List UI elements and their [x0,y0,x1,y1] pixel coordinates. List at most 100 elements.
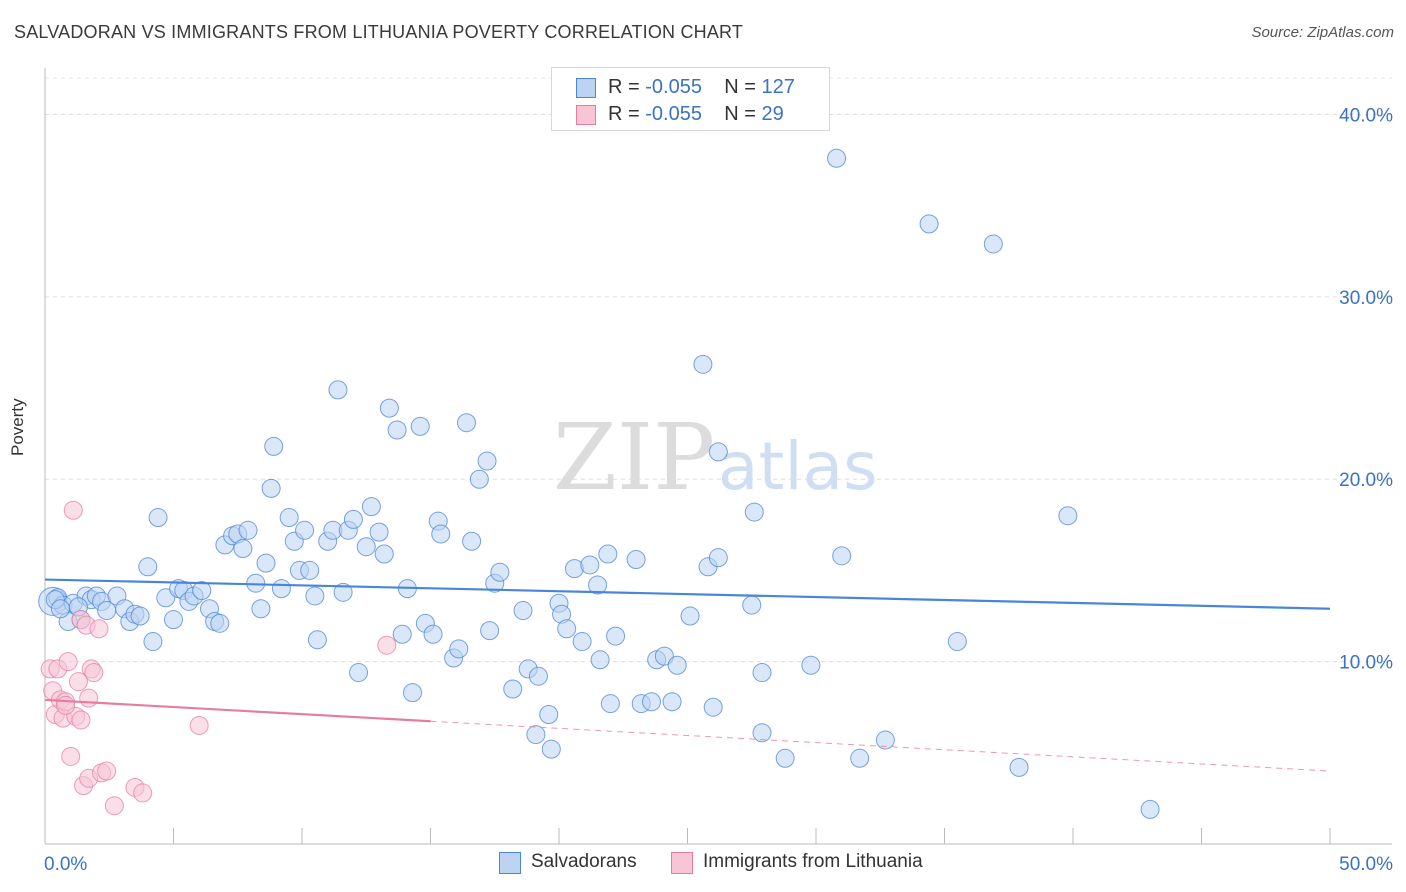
y-tick-label: 40.0% [1339,105,1393,126]
data-point [423,624,443,644]
legend-swatch-blue [499,852,521,874]
data-point [63,500,83,520]
source-note: Source: ZipAtlas.com [1251,24,1394,41]
r-label: R = [608,103,646,125]
series-immigrants-from-lithuania [40,500,397,816]
legend-swatch-blue [576,78,596,98]
data-point [256,553,276,573]
data-point [654,646,674,666]
data-point [133,783,153,803]
data-point [379,398,399,418]
data-point [590,650,610,670]
data-point [1058,506,1078,526]
watermark-zip: ZIP [553,404,715,511]
legend-swatch-pink [576,105,596,125]
r-value: -0.055 [645,103,702,125]
data-point [192,580,212,600]
data-point [606,626,626,646]
data-point [588,575,608,595]
data-point [477,451,497,471]
correlation-legend: R = -0.055 N = 127 R = -0.055 N = 29 [551,67,830,131]
data-point [703,697,723,717]
data-point [305,586,325,606]
data-point [456,413,476,433]
data-point [333,582,353,602]
data-point [210,613,230,633]
data-point [490,562,510,582]
data-point [369,522,389,542]
watermark: ZIP atlas [553,404,878,511]
series-salvadorans [38,148,1160,819]
data-point [97,761,117,781]
data-point [528,666,548,686]
legend-stats: R = -0.055 N = 29 [608,103,784,126]
data-point [1140,799,1160,819]
data-point [104,796,124,816]
data-point [392,624,412,644]
data-point [431,524,451,544]
watermark-atlas: atlas [718,428,878,505]
n-value: 127 [761,76,795,98]
data-point [130,606,150,626]
data-point [387,420,407,440]
trend-line-extension [430,720,1331,772]
n-label: N = [724,103,762,125]
legend-stats: R = -0.055 N = 127 [608,76,795,99]
data-point [295,520,315,540]
grid-lines [45,77,1392,663]
chart-title: SALVADORAN VS IMMIGRANTS FROM LITHUANIA … [14,22,744,42]
x-tick-label: 0.0% [44,854,87,875]
data-point [84,663,104,683]
data-point [264,436,284,456]
data-point [626,549,646,569]
data-point [56,695,76,715]
data-point [557,619,577,639]
n-label: N = [724,76,762,98]
trend-line [44,578,1331,610]
data-point [708,548,728,568]
data-point [693,354,713,374]
data-point [377,635,397,655]
data-point [919,214,939,234]
data-point [541,739,561,759]
data-point [801,655,821,675]
data-point [328,380,348,400]
data-point [238,520,258,540]
r-label: R = [608,76,646,98]
data-point [462,531,482,551]
legend-label: Salvadorans [531,851,637,872]
data-point [513,601,533,621]
trend-line [44,698,431,723]
data-point [261,478,281,498]
data-point [349,663,369,683]
data-point [89,619,109,639]
data-point [279,508,299,528]
data-point [189,715,209,735]
legend-swatch-pink [671,852,693,874]
data-point [875,730,895,750]
data-point [143,632,163,652]
data-point [598,544,618,564]
legend-label: Immigrants from Lithuania [703,851,923,872]
data-point [469,469,489,489]
data-point [539,705,559,725]
data-point [680,606,700,626]
data-point [742,595,762,615]
data-point [300,560,320,580]
data-point [752,663,772,683]
data-point [526,725,546,745]
data-point [403,683,423,703]
data-point [61,746,81,766]
data-point [662,692,682,712]
data-point [850,748,870,768]
r-value: -0.055 [645,76,702,98]
data-point [307,630,327,650]
data-point [775,748,795,768]
data-point [361,497,381,517]
data-point [138,557,158,577]
y-tick-label: 30.0% [1339,288,1393,309]
data-point [600,694,620,714]
data-point [744,502,764,522]
data-point [708,442,728,462]
